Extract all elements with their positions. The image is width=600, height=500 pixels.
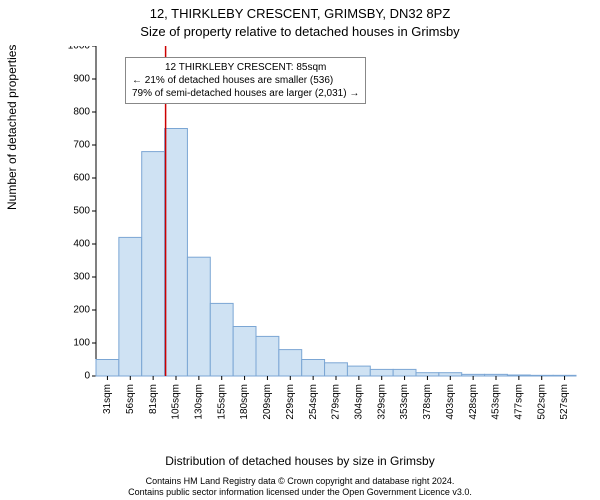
callout-line1: 12 THIRKLEBY CRESCENT: 85sqm bbox=[132, 61, 359, 74]
svg-text:304sqm: 304sqm bbox=[353, 384, 364, 420]
svg-text:200: 200 bbox=[73, 305, 90, 316]
svg-text:700: 700 bbox=[73, 140, 90, 151]
svg-text:502sqm: 502sqm bbox=[536, 384, 547, 420]
svg-text:477sqm: 477sqm bbox=[513, 384, 524, 420]
footer-line1: Contains HM Land Registry data © Crown c… bbox=[0, 476, 600, 487]
page-title: 12, THIRKLEBY CRESCENT, GRIMSBY, DN32 8P… bbox=[0, 6, 600, 21]
svg-text:400: 400 bbox=[73, 239, 90, 250]
svg-text:229sqm: 229sqm bbox=[285, 384, 296, 420]
svg-text:527sqm: 527sqm bbox=[559, 384, 570, 420]
svg-text:155sqm: 155sqm bbox=[216, 384, 227, 420]
svg-text:403sqm: 403sqm bbox=[445, 384, 456, 420]
callout-line3: 79% of semi-detached houses are larger (… bbox=[132, 87, 359, 100]
page-subtitle: Size of property relative to detached ho… bbox=[0, 24, 600, 39]
svg-text:0: 0 bbox=[84, 371, 90, 382]
svg-text:209sqm: 209sqm bbox=[262, 384, 273, 420]
svg-text:254sqm: 254sqm bbox=[308, 384, 319, 420]
svg-text:130sqm: 130sqm bbox=[193, 384, 204, 420]
svg-text:81sqm: 81sqm bbox=[148, 384, 159, 414]
callout-box: 12 THIRKLEBY CRESCENT: 85sqm ← 21% of de… bbox=[125, 57, 366, 104]
svg-text:105sqm: 105sqm bbox=[171, 384, 182, 420]
footer-line2: Contains public sector information licen… bbox=[0, 487, 600, 498]
svg-text:453sqm: 453sqm bbox=[491, 384, 502, 420]
svg-text:600: 600 bbox=[73, 173, 90, 184]
callout-line2: ← 21% of detached houses are smaller (53… bbox=[132, 74, 359, 87]
svg-text:180sqm: 180sqm bbox=[239, 384, 250, 420]
svg-text:353sqm: 353sqm bbox=[399, 384, 410, 420]
svg-text:428sqm: 428sqm bbox=[468, 384, 479, 420]
svg-text:31sqm: 31sqm bbox=[102, 384, 113, 414]
svg-text:100: 100 bbox=[73, 338, 90, 349]
footer: Contains HM Land Registry data © Crown c… bbox=[0, 476, 600, 499]
svg-text:1000: 1000 bbox=[68, 46, 91, 52]
y-axis-label: Number of detached properties bbox=[5, 45, 19, 210]
svg-text:56sqm: 56sqm bbox=[125, 384, 136, 414]
svg-text:329sqm: 329sqm bbox=[376, 384, 387, 420]
svg-text:500: 500 bbox=[73, 206, 90, 217]
svg-text:279sqm: 279sqm bbox=[331, 384, 342, 420]
svg-text:300: 300 bbox=[73, 272, 90, 283]
svg-text:900: 900 bbox=[73, 74, 90, 85]
svg-text:800: 800 bbox=[73, 107, 90, 118]
svg-text:378sqm: 378sqm bbox=[422, 384, 433, 420]
x-axis-label: Distribution of detached houses by size … bbox=[0, 454, 600, 468]
